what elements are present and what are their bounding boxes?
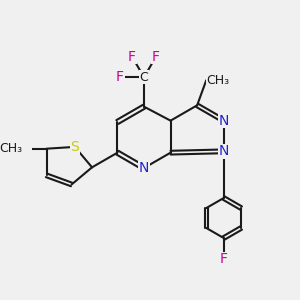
Text: F: F [152,50,160,64]
Text: N: N [218,114,229,128]
Text: CH₃: CH₃ [0,142,22,155]
Text: F: F [116,70,124,84]
Text: F: F [220,252,228,266]
Text: CH₃: CH₃ [206,74,230,87]
Text: S: S [70,140,79,154]
Text: C: C [140,71,148,84]
Text: N: N [218,144,229,158]
Text: F: F [128,50,136,64]
Text: N: N [139,161,149,175]
